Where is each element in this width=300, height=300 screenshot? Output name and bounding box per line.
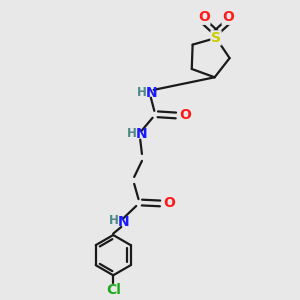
Text: H: H: [137, 86, 147, 99]
Text: S: S: [211, 31, 221, 45]
Text: O: O: [222, 10, 234, 24]
Text: N: N: [118, 215, 129, 229]
Text: H: H: [109, 214, 118, 227]
Text: O: O: [198, 10, 210, 24]
Text: O: O: [164, 196, 175, 210]
Text: Cl: Cl: [106, 283, 121, 297]
Text: H: H: [127, 127, 136, 140]
Text: N: N: [146, 86, 158, 100]
Text: N: N: [136, 128, 147, 141]
Text: O: O: [179, 109, 191, 122]
